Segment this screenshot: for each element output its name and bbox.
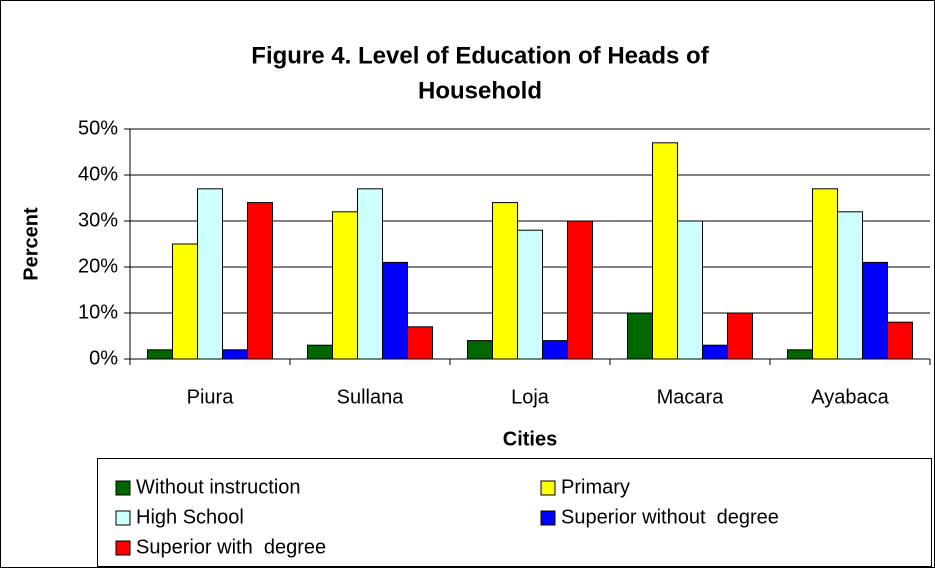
y-tick-label: 10% [78, 301, 118, 323]
chart-title: Household [418, 77, 542, 104]
x-tick-label: Piura [187, 386, 235, 408]
legend [97, 458, 932, 567]
bar [492, 202, 518, 360]
x-tick-label: Sullana [337, 386, 405, 408]
legend-label: Primary [561, 476, 630, 498]
bar [222, 349, 248, 360]
bar [332, 211, 358, 360]
x-tick-label: Macara [657, 386, 725, 408]
bar [247, 202, 273, 360]
legend-label: High School [136, 506, 244, 528]
bar [887, 321, 913, 360]
y-tick-label: 20% [78, 255, 118, 277]
bar [307, 344, 333, 360]
x-axis-label: Cities [503, 428, 557, 450]
y-tick-label: 40% [78, 163, 118, 185]
bar [542, 340, 568, 360]
legend-swatch [540, 510, 556, 526]
bar [517, 229, 543, 360]
bar [407, 326, 433, 360]
bar [357, 188, 383, 360]
bar [677, 220, 703, 360]
x-tick-label: Loja [511, 386, 550, 408]
bar [567, 220, 593, 360]
y-tick-label: 0% [89, 347, 118, 369]
bar [197, 188, 223, 360]
bar [727, 312, 753, 360]
legend-swatch [115, 480, 131, 496]
bar [652, 142, 678, 360]
bar [862, 261, 888, 360]
legend-swatch [115, 510, 131, 526]
y-tick-label: 30% [78, 209, 118, 231]
legend-label: Superior with degree [136, 536, 326, 558]
bar [702, 344, 728, 360]
legend-swatch [115, 540, 131, 556]
x-tick-label: Ayabaca [811, 386, 889, 408]
bar [787, 349, 813, 360]
bar [382, 261, 408, 360]
y-axis-label: Percent [20, 207, 42, 281]
bar [147, 349, 173, 360]
bar [837, 211, 863, 360]
bar [172, 243, 198, 360]
bar [812, 188, 838, 360]
bar [467, 340, 493, 360]
y-tick-label: 50% [78, 117, 118, 139]
chart-title: Figure 4. Level of Education of Heads of [251, 42, 709, 69]
bar [627, 312, 653, 360]
legend-label: Superior without degree [561, 506, 779, 528]
legend-swatch [540, 480, 556, 496]
legend-label: Without instruction [136, 476, 301, 498]
